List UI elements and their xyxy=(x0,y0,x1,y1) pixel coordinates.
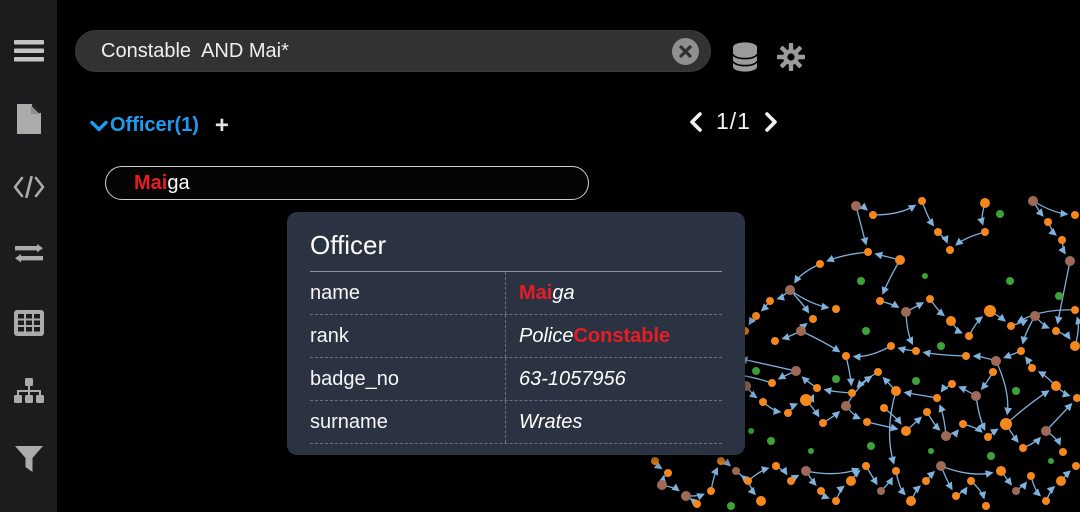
search-input[interactable] xyxy=(76,39,672,63)
result-item-text: Maiga xyxy=(134,171,190,194)
table-row: name Mai ga xyxy=(310,272,722,315)
add-button[interactable]: + xyxy=(214,111,229,139)
swap-arrows-icon[interactable] xyxy=(13,240,45,270)
row-label: rank xyxy=(310,324,349,347)
page-indicator: 1/1 xyxy=(716,108,751,134)
database-button[interactable] xyxy=(729,41,761,73)
code-icon[interactable] xyxy=(13,172,45,202)
sidebar xyxy=(0,0,57,512)
table-row: rank Police Constable xyxy=(310,315,722,358)
chevron-right-icon xyxy=(765,111,777,132)
officer-detail-card: Officer name Mai ga rank Police Constable… xyxy=(287,212,745,455)
table-row: badge_no 63-1057956 xyxy=(310,358,722,401)
sitemap-icon[interactable] xyxy=(13,376,45,406)
table-row: surname Wrates xyxy=(310,401,722,444)
table-icon[interactable] xyxy=(13,308,45,338)
chevron-down-icon xyxy=(90,120,108,131)
database-icon xyxy=(732,42,758,72)
pagination: 1/1 xyxy=(686,108,781,135)
row-label: name xyxy=(310,281,361,304)
settings-button[interactable] xyxy=(775,41,807,73)
card-table: name Mai ga rank Police Constable badge_n… xyxy=(310,271,722,444)
row-value: Police Constable xyxy=(505,315,722,357)
row-value: 63-1057956 xyxy=(505,358,722,400)
result-group-row: Officer(1) + xyxy=(90,111,229,139)
search-bar xyxy=(75,30,711,72)
next-page-button[interactable] xyxy=(761,110,781,134)
card-title: Officer xyxy=(310,230,387,260)
group-label: Officer(1) xyxy=(110,114,199,136)
filter-icon[interactable] xyxy=(13,444,45,474)
row-value: Wrates xyxy=(505,401,722,443)
clear-search-button[interactable] xyxy=(672,37,699,65)
chevron-left-icon xyxy=(690,111,702,132)
document-icon[interactable] xyxy=(13,104,45,134)
result-item-maiga[interactable]: Maiga xyxy=(105,166,589,200)
row-value: Mai ga xyxy=(505,272,722,314)
group-toggle-officer[interactable]: Officer(1) xyxy=(90,114,199,137)
toolbar xyxy=(729,41,807,73)
gear-icon xyxy=(777,43,805,71)
row-label: badge_no xyxy=(310,367,399,390)
menu-icon[interactable] xyxy=(13,36,45,66)
row-label: surname xyxy=(310,410,388,433)
prev-page-button[interactable] xyxy=(686,110,706,134)
close-icon xyxy=(679,44,692,58)
